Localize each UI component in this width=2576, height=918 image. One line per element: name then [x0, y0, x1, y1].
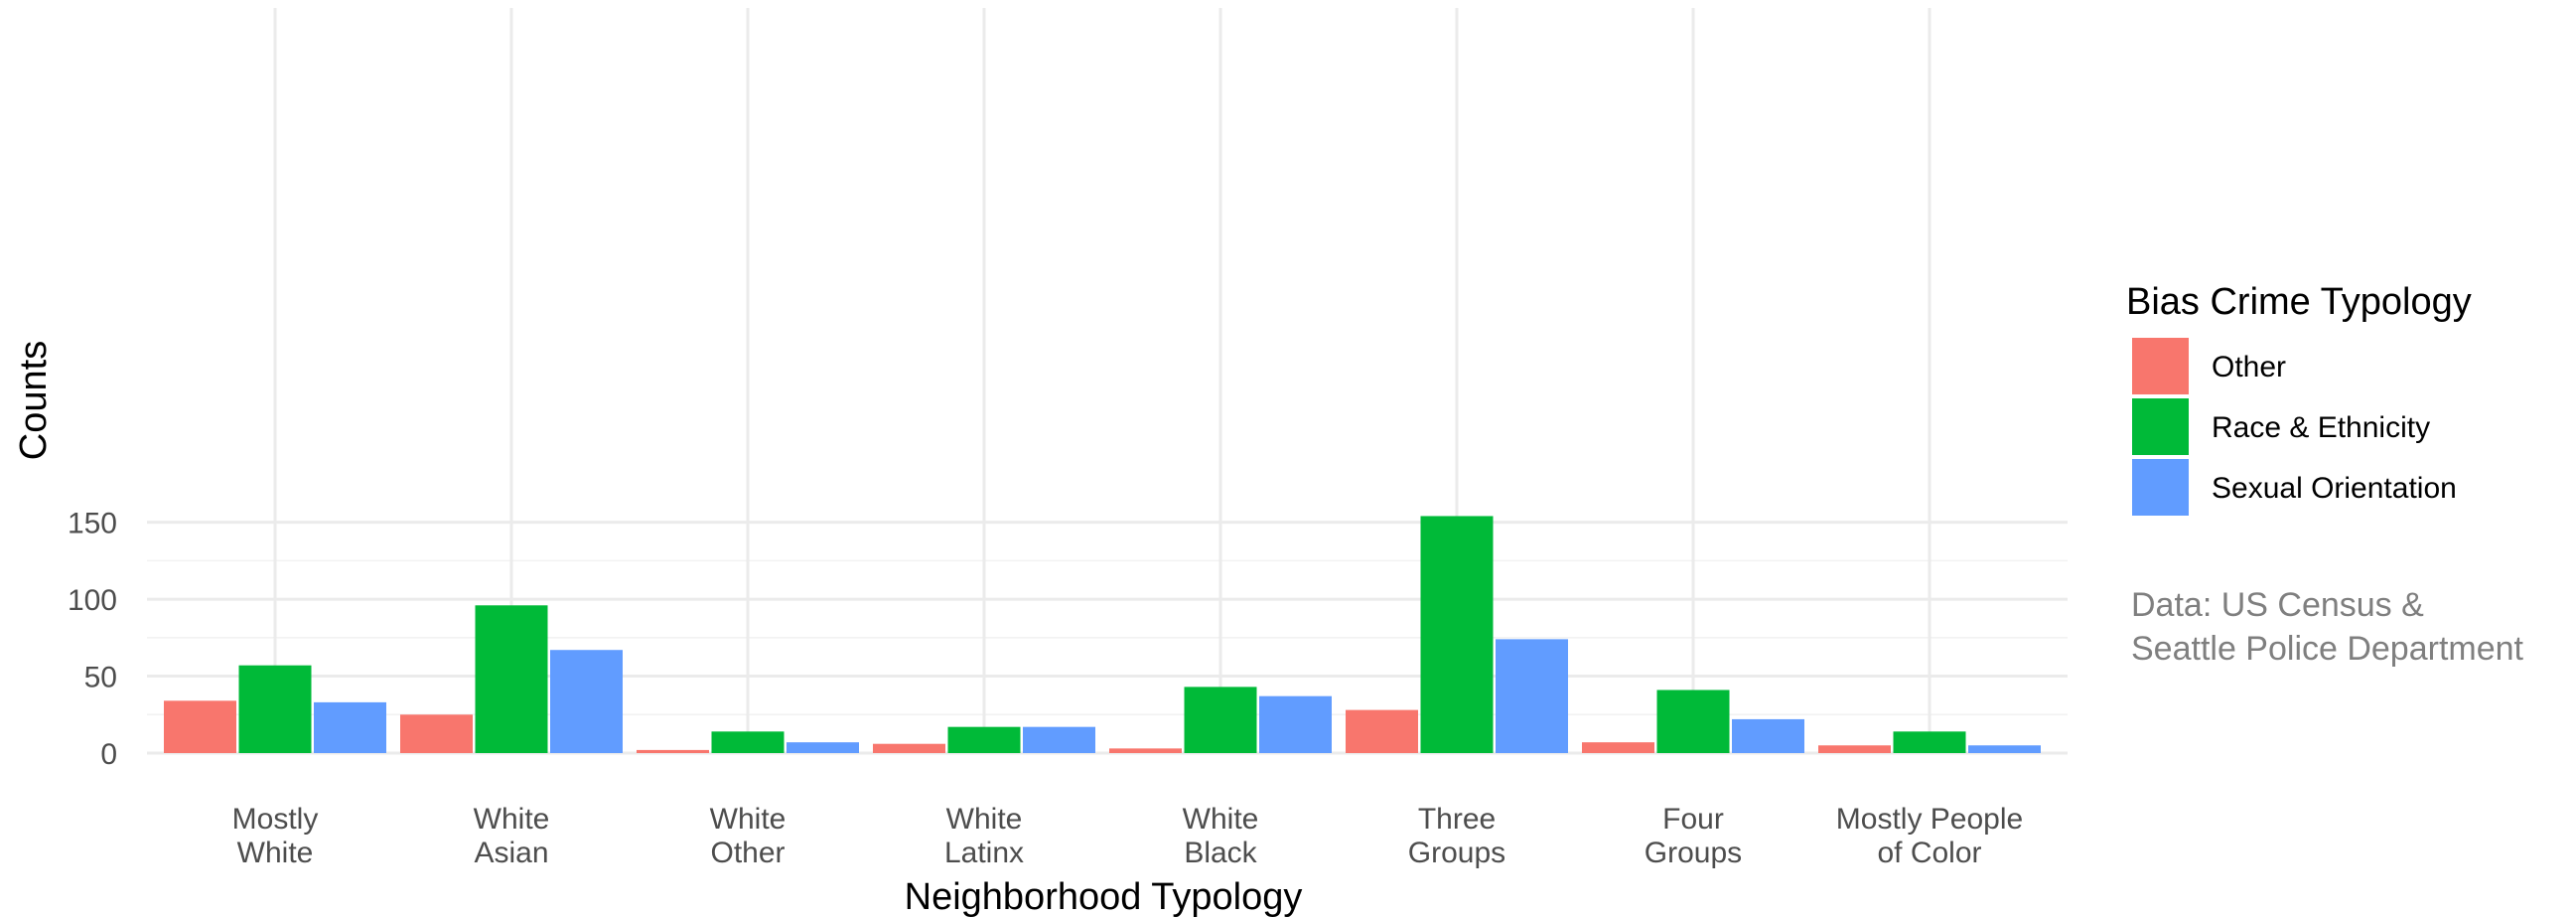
x-tick-label: Groups: [1645, 837, 1742, 869]
bar-sexual-orientation: [1968, 745, 2041, 753]
legend-label-sexual-orientation: Sexual Orientation: [2212, 472, 2457, 505]
legend-key-race-ethnicity: [2132, 398, 2189, 455]
bar-other: [1346, 709, 1418, 753]
y-tick-label: 0: [100, 738, 117, 771]
x-tick-label: Mostly: [232, 803, 319, 836]
bar-race-ethnicity: [1656, 689, 1730, 753]
legend-key-other: [2132, 338, 2189, 394]
x-tick-label: Black: [1184, 837, 1257, 869]
legend-key-sexual-orientation: [2132, 459, 2189, 516]
bar-other: [1818, 745, 1891, 753]
caption-line-2: Seattle Police Department: [2131, 630, 2524, 668]
legend: Bias Crime Typology Other Race & Ethnicit…: [2126, 281, 2472, 516]
y-tick-label: 150: [68, 508, 117, 540]
bar-other: [1109, 748, 1182, 753]
y-axis-ticks: 0 50 100 150: [68, 508, 117, 771]
bar-sexual-orientation: [1259, 695, 1332, 753]
y-tick-label: 50: [84, 662, 117, 694]
x-axis-ticks: MostlyWhiteWhiteAsianWhiteOtherWhiteLati…: [232, 803, 2024, 869]
bars: [164, 516, 2041, 753]
bar-race-ethnicity: [475, 605, 548, 753]
x-axis-title: Neighborhood Typology: [905, 876, 1303, 918]
legend-label-other: Other: [2212, 351, 2286, 383]
bar-race-ethnicity: [1184, 687, 1257, 753]
caption-line-1: Data: US Census &: [2131, 586, 2424, 624]
x-tick-label: Four: [1662, 803, 1724, 836]
x-tick-label: Asian: [474, 837, 548, 869]
bar-other: [873, 743, 945, 753]
bar-race-ethnicity: [947, 726, 1021, 753]
major-gridlines: [147, 8, 2068, 755]
bar-other: [1582, 742, 1654, 753]
bar-race-ethnicity: [238, 665, 312, 753]
x-tick-label: White: [1183, 803, 1259, 836]
bar-other: [637, 749, 709, 753]
x-tick-label: Other: [710, 837, 785, 869]
bar-other: [400, 714, 473, 753]
x-tick-label: White: [946, 803, 1023, 836]
x-tick-label: Three: [1418, 803, 1496, 836]
bar-sexual-orientation: [1496, 639, 1568, 753]
x-tick-label: White: [474, 803, 550, 836]
x-tick-label: White: [710, 803, 787, 836]
data-source-caption: Data: US Census & Seattle Police Departm…: [2131, 586, 2524, 668]
x-tick-label: Latinx: [944, 837, 1024, 869]
x-tick-label: Groups: [1408, 837, 1505, 869]
bar-sexual-orientation: [1023, 726, 1095, 753]
bar-race-ethnicity: [1893, 731, 1966, 753]
bar-sexual-orientation: [314, 701, 386, 753]
x-tick-label: of Color: [1877, 837, 1981, 869]
bar-sexual-orientation: [550, 650, 623, 753]
bar-race-ethnicity: [711, 731, 785, 753]
bar-other: [164, 700, 236, 753]
bar-sexual-orientation: [1732, 718, 1804, 753]
x-tick-label: Mostly People: [1836, 803, 2023, 836]
y-tick-label: 100: [68, 584, 117, 617]
y-axis-title: Counts: [13, 341, 55, 460]
bar-race-ethnicity: [1420, 516, 1494, 753]
x-tick-label: White: [237, 837, 314, 869]
legend-title: Bias Crime Typology: [2126, 281, 2472, 323]
legend-label-race-ethnicity: Race & Ethnicity: [2212, 411, 2430, 444]
minor-gridlines: [147, 559, 2068, 716]
bar-sexual-orientation: [787, 742, 859, 753]
